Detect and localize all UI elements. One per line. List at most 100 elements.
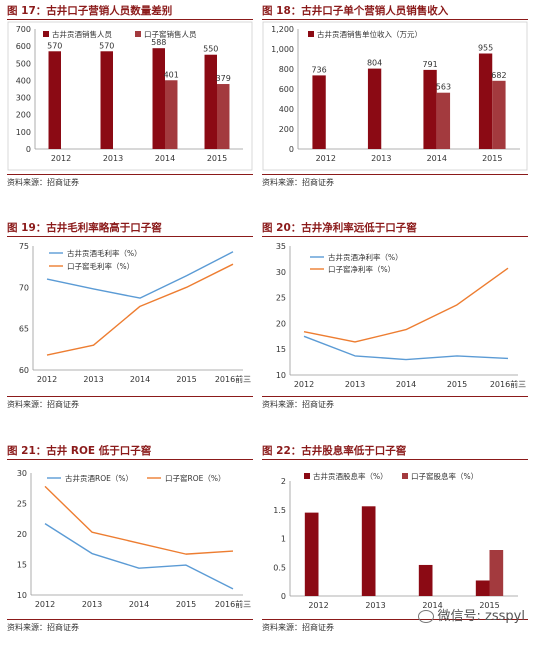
y-tick-label: 600 <box>16 42 31 51</box>
legend-swatch <box>402 473 408 479</box>
x-tick-label: 2015 <box>479 601 499 610</box>
panel-17: 图 17：古井口子营销人员数量差别 0 100 200 300 400 500 600 700… <box>7 3 253 193</box>
legend-label: 古井贡酒销售人员 <box>52 29 112 39</box>
panel-title: 图 19：古井毛利率略高于口子窖 <box>7 222 162 234</box>
y-tick-label: 400 <box>279 105 294 114</box>
data-label: 588 <box>151 38 166 47</box>
y-tick-label: 500 <box>16 59 31 68</box>
title-rule <box>7 459 253 460</box>
x-tick-label: 2014 <box>130 375 150 384</box>
title-rule <box>262 236 528 237</box>
legend-label: 古井贡酒毛利率（%） <box>67 248 142 258</box>
chart-22: 0 0.5 1 1.5 2 2012 2013 2014 2015 古井贡酒股息率（%） 口子窖股息… <box>273 471 518 610</box>
x-tick-label: 2013 <box>103 154 123 163</box>
y-tick-label: 0 <box>26 145 31 154</box>
data-label: 550 <box>203 45 218 54</box>
y-tick-label: 0.5 <box>273 563 286 572</box>
legend-label: 口子窖净利率（%） <box>328 264 395 274</box>
y-tick-label: 15 <box>276 345 286 354</box>
source-note: 资料来源：招商证券 <box>7 178 79 187</box>
wechat-icon <box>417 610 434 623</box>
bar <box>361 506 376 596</box>
y-tick-label: 800 <box>279 65 294 74</box>
data-label: 570 <box>47 41 62 50</box>
y-tick-label: 25 <box>276 294 286 303</box>
data-label: 379 <box>216 74 231 83</box>
data-label: 563 <box>436 83 451 92</box>
chart-frame <box>262 21 528 171</box>
panel-title: 图 17：古井口子营销人员数量差别 <box>7 5 173 17</box>
x-tick-label: 2013 <box>371 154 391 163</box>
source-rule <box>7 619 253 620</box>
chart-20: 10 15 20 25 30 35 2012 2013 2014 2015 2016前三 古井贡酒净利… <box>276 242 526 389</box>
y-tick-label: 20 <box>17 530 27 539</box>
x-tick-label: 2015 <box>176 375 196 384</box>
title-rule <box>262 459 528 460</box>
data-label: 736 <box>311 65 326 74</box>
legend-swatch <box>304 473 310 479</box>
panel-title: 图 18：古井口子单个营销人员销售收入 <box>262 5 449 17</box>
bar <box>367 68 382 149</box>
x-tick-label: 2015 <box>176 600 196 609</box>
x-tick-label: 2013 <box>82 600 102 609</box>
y-tick-label: 60 <box>19 366 29 375</box>
x-tick-label: 2016前三 <box>215 374 251 384</box>
y-tick-label: 35 <box>276 242 286 251</box>
data-label: 791 <box>422 60 437 69</box>
source-rule <box>7 396 253 397</box>
data-label: 955 <box>478 44 493 53</box>
chart-21: 10 15 20 25 30 2012 2013 2014 2015 2016前三 古井贡酒ROE（… <box>17 469 251 609</box>
x-tick-label: 2014 <box>129 600 149 609</box>
x-tick-label: 2013 <box>345 380 365 389</box>
x-tick-label: 2016前三 <box>215 599 251 609</box>
panel-title: 图 21：古井 ROE 低于口子窖 <box>7 445 152 457</box>
series-line <box>303 335 509 361</box>
bar <box>48 51 61 149</box>
source-note: 资料来源：招商证券 <box>262 400 334 409</box>
data-label: 804 <box>367 59 382 68</box>
bar <box>100 51 113 149</box>
bar <box>204 54 217 149</box>
legend-label: 口子窖股息率（%） <box>411 471 478 481</box>
y-tick-label: 65 <box>19 325 29 334</box>
y-tick-label: 75 <box>19 242 29 251</box>
legend-label: 古井贡酒股息率（%） <box>313 471 388 481</box>
source-rule <box>262 619 528 620</box>
legend-swatch <box>43 31 49 37</box>
bar <box>312 75 326 149</box>
x-tick-label: 2016前三 <box>490 379 526 389</box>
panel-20: 图 20：古井净利率远低于口子窖 10 15 20 25 30 35 2012 2013 201… <box>262 220 528 415</box>
bar <box>304 512 319 596</box>
chart-19: 60 65 70 75 2012 2013 2014 2015 2016前三 古井贡酒毛利率（%）… <box>19 242 251 384</box>
x-tick-label: 2012 <box>51 154 71 163</box>
x-tick-label: 2012 <box>37 375 57 384</box>
x-tick-label: 2014 <box>422 601 442 610</box>
y-tick-label: 15 <box>17 561 27 570</box>
y-tick-label: 20 <box>276 319 286 328</box>
bar <box>418 564 433 596</box>
series-line <box>44 485 234 555</box>
legend-label: 口子窖毛利率（%） <box>67 261 134 271</box>
y-tick-label: 200 <box>16 111 31 120</box>
y-tick-label: 1,200 <box>271 25 294 34</box>
bar <box>492 80 506 149</box>
y-tick-label: 700 <box>16 25 31 34</box>
y-tick-label: 70 <box>19 283 29 292</box>
source-rule <box>262 174 528 175</box>
y-tick-label: 0 <box>289 145 294 154</box>
series-line <box>303 267 509 343</box>
chart-18: 0 200 400 600 800 1,000 1,200 2012 736 2013 804 201… <box>262 21 528 171</box>
source-rule <box>262 396 528 397</box>
panel-18: 图 18：古井口子单个营销人员销售收入 0 200 400 600 800 1,000 1,… <box>262 3 528 193</box>
legend-swatch <box>308 31 314 37</box>
y-tick-label: 30 <box>276 268 286 277</box>
y-tick-label: 400 <box>16 76 31 85</box>
bar <box>165 80 178 149</box>
data-label: 570 <box>99 41 114 50</box>
source-note: 资料来源：招商证券 <box>262 178 334 187</box>
source-note: 资料来源：招商证券 <box>262 623 334 632</box>
series-line <box>46 251 234 299</box>
series-line <box>46 263 234 356</box>
bar <box>489 550 504 596</box>
source-note: 资料来源：招商证券 <box>7 400 79 409</box>
